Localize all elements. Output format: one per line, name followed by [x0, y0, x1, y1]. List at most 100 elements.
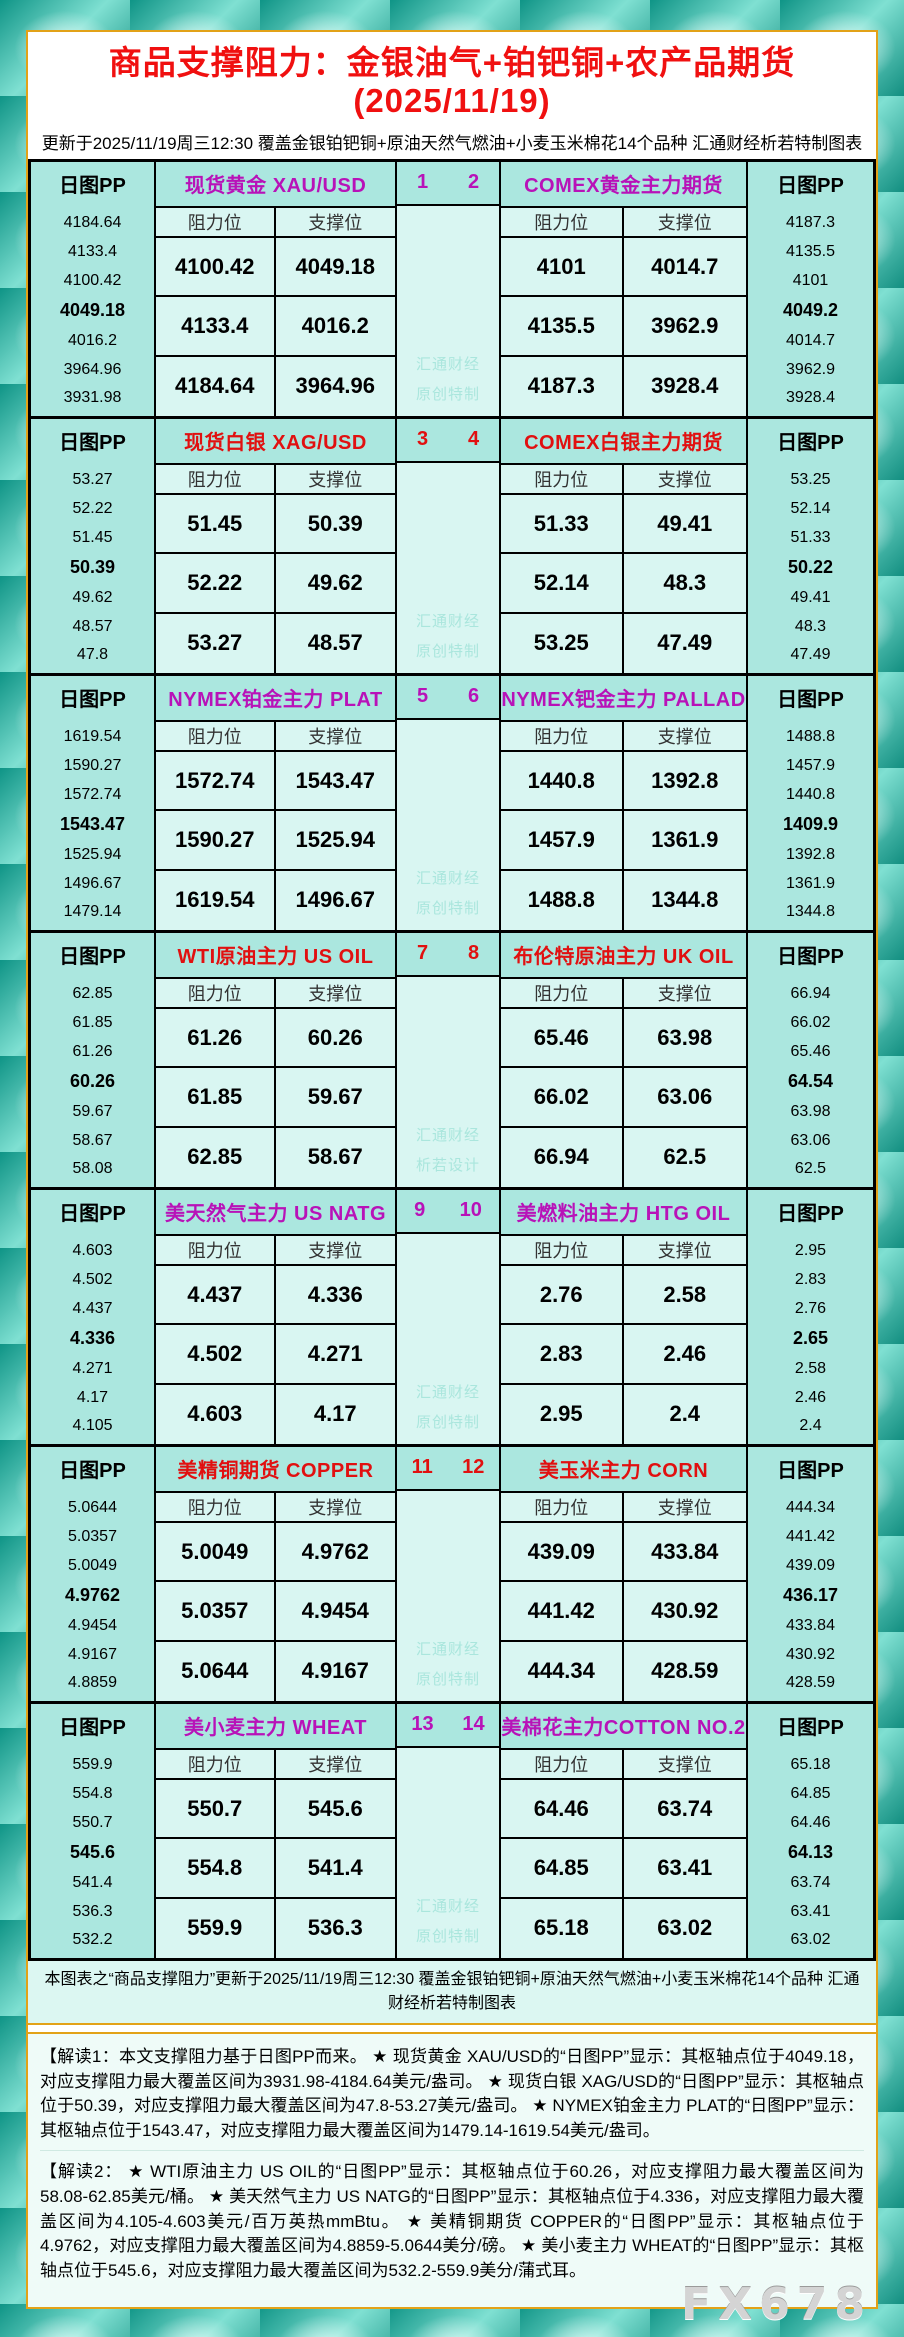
pp-header-label: 日图PP [777, 175, 844, 198]
resistance-value: 4133.4 [156, 297, 276, 357]
pp-value: 2.65 [792, 1328, 829, 1349]
pp-value: 4016.2 [68, 332, 117, 350]
pp-value: 1488.8 [786, 728, 835, 746]
pair-numbers: 1 2 [397, 162, 499, 206]
resistance-column-header: 阻力位 [156, 978, 276, 1009]
pp-value: 63.41 [790, 1902, 831, 1920]
support-value: 1361.9 [623, 811, 746, 871]
pp-header-label: 日图PP [777, 946, 844, 969]
right-instrument-number: 12 [462, 1456, 485, 1479]
support-value: 430.92 [623, 1582, 746, 1642]
instrument-title: 美天然气主力 US NATG [164, 1203, 387, 1226]
pp-values-list: 65.18 64.85 64.46 64.13 63.74 63.41 63.02 [748, 1748, 873, 1958]
brand-watermark: 汇通财经 析若设计 [397, 976, 499, 1187]
right-instrument-number: 14 [462, 1713, 485, 1736]
pp-value: 59.67 [72, 1103, 113, 1121]
pp-value: 436.17 [782, 1585, 839, 1606]
support-value: 63.74 [623, 1780, 746, 1840]
instrument-title: COMEX黄金主力期货 [524, 175, 723, 198]
pp-value: 532.2 [72, 1931, 113, 1949]
resistance-column-header: 阻力位 [501, 464, 624, 495]
levels-table: 阻力位 支撑位 2.76 2.58 2.83 2.46 2.95 2.4 [501, 1233, 746, 1444]
resistance-column-header: 阻力位 [156, 1749, 276, 1780]
support-column-header: 支撑位 [623, 979, 746, 1009]
watermark-line-2: 原创特制 [415, 1413, 480, 1431]
pp-values-list: 4.603 4.502 4.437 4.336 4.271 4.17 4.105 [31, 1234, 154, 1444]
watermark-line-2: 析若设计 [415, 1156, 480, 1174]
resistance-value: 559.9 [156, 1898, 276, 1958]
resistance-value: 66.94 [501, 1127, 624, 1187]
resistance-value: 439.09 [501, 1522, 624, 1583]
instrument-row: 日图PP 53.27 52.22 51.45 50.39 49.62 48.57 47.8 … [31, 418, 873, 676]
pp-value: 48.3 [794, 617, 827, 635]
pair-numbers: 11 12 [397, 1447, 499, 1491]
pp-values-list: 559.9 554.8 550.7 545.6 541.4 536.3 532.2 [31, 1748, 154, 1958]
resistance-value: 65.46 [501, 1008, 624, 1069]
pair-numbers: 3 4 [397, 419, 499, 463]
support-column-header: 支撑位 [623, 1236, 746, 1266]
pp-values-list: 5.0644 5.0357 5.0049 4.9762 4.9454 4.9167 4.88… [31, 1491, 154, 1701]
pp-value: 53.27 [72, 471, 113, 489]
pp-value: 4184.64 [63, 214, 122, 232]
pp-header-label: 日图PP [59, 1203, 126, 1226]
pp-value: 65.18 [790, 1756, 831, 1774]
instrument-title: 布伦特原油主力 UK OIL [513, 946, 734, 969]
pp-value: 1361.9 [786, 874, 835, 892]
pp-value: 439.09 [786, 1556, 835, 1574]
pair-index-column: 9 10 汇通财经 原创特制 [397, 1189, 501, 1444]
left-instrument-number: 1 [416, 171, 429, 194]
pp-value: 4.17 [76, 1388, 109, 1406]
instrument-panel-left: WTI原油主力 US OIL 阻力位 支撑位 61.26 60.26 61.85 59.6… [156, 932, 397, 1187]
pp-value: 1409.9 [782, 814, 839, 835]
watermark-line-2: 原创特制 [415, 385, 480, 403]
resistance-value: 64.85 [501, 1839, 624, 1899]
pp-value: 47.49 [790, 646, 831, 664]
resistance-column-header: 阻力位 [156, 464, 276, 495]
support-value: 58.67 [307, 1144, 363, 1170]
pp-value: 2.83 [794, 1270, 827, 1288]
pp-value: 2.95 [794, 1242, 827, 1260]
pp-value: 62.5 [794, 1160, 827, 1178]
resistance-value: 61.26 [156, 1008, 276, 1069]
pp-header-label: 日图PP [59, 946, 126, 969]
instrument-title: 美棉花主力COTTON NO.2 [501, 1717, 746, 1740]
pair-index-column: 7 8 汇通财经 析若设计 [397, 932, 501, 1187]
pp-value: 3964.96 [63, 360, 122, 378]
pp-value: 63.74 [790, 1874, 831, 1892]
pp-value: 1543.47 [59, 814, 126, 835]
instrument-title: 美小麦主力 WHEAT [184, 1717, 367, 1740]
pair-numbers: 5 6 [397, 676, 499, 720]
left-instrument-number: 5 [416, 685, 429, 708]
support-value: 2.46 [623, 1325, 746, 1385]
resistance-value: 4100.42 [156, 237, 276, 298]
pp-column-right: 日图PP 66.94 66.02 65.46 64.54 63.98 63.06 62.5 [748, 933, 873, 1187]
page-subtitle: 更新于2025/11/19周三12:30 覆盖金银铂钯铜+原油天然气燃油+小麦玉… [41, 133, 863, 153]
instrument-row: 日图PP 4.603 4.502 4.437 4.336 4.271 4.17 4.105 … [31, 1189, 873, 1447]
instrument-panel-right: 美燃料油主力 HTG OIL 阻力位 支撑位 2.76 2.58 2.83 2.46 2.9… [501, 1189, 748, 1444]
pp-value: 49.62 [72, 589, 113, 607]
right-instrument-number: 8 [467, 942, 480, 965]
instrument-panel-left: 美天然气主力 US NATG 阻力位 支撑位 4.437 4.336 4.502 4.27… [156, 1189, 397, 1444]
pp-value: 1525.94 [63, 846, 122, 864]
watermark-line-1: 汇通财经 [415, 1640, 480, 1658]
pp-header-label: 日图PP [777, 432, 844, 455]
pp-column-right: 日图PP 53.25 52.14 51.33 50.22 49.41 48.3 47.49 [748, 419, 873, 673]
pp-column-right: 日图PP 2.95 2.83 2.76 2.65 2.58 2.46 2.4 [748, 1190, 873, 1444]
instrument-panel-right: COMEX白银主力期货 阻力位 支撑位 51.33 49.41 52.14 48.3 53.… [501, 418, 748, 673]
support-value: 1392.8 [623, 752, 746, 812]
pp-value: 536.3 [72, 1902, 113, 1920]
support-value: 63.41 [623, 1839, 746, 1899]
support-column-header: 支撑位 [275, 465, 395, 495]
levels-table: 阻力位 支撑位 550.7 545.6 554.8 541.4 559.9 536.3 [156, 1747, 395, 1958]
resistance-value: 4.502 [156, 1325, 276, 1385]
right-instrument-number: 4 [467, 428, 480, 451]
left-instrument-number: 7 [416, 942, 429, 965]
watermark-line-1: 汇通财经 [415, 1126, 480, 1144]
interpretation-1: 【解读1：本文支撑阻力基于日图PP而来。 ★ 现货黄金 XAU/USD的“日图P… [40, 2046, 865, 2140]
brand-watermark: 汇通财经 原创特制 [397, 1747, 499, 1958]
right-instrument-number: 6 [467, 685, 480, 708]
watermark-line-2: 原创特制 [415, 642, 480, 660]
pp-value: 3931.98 [63, 389, 122, 407]
support-value: 541.4 [275, 1839, 395, 1899]
